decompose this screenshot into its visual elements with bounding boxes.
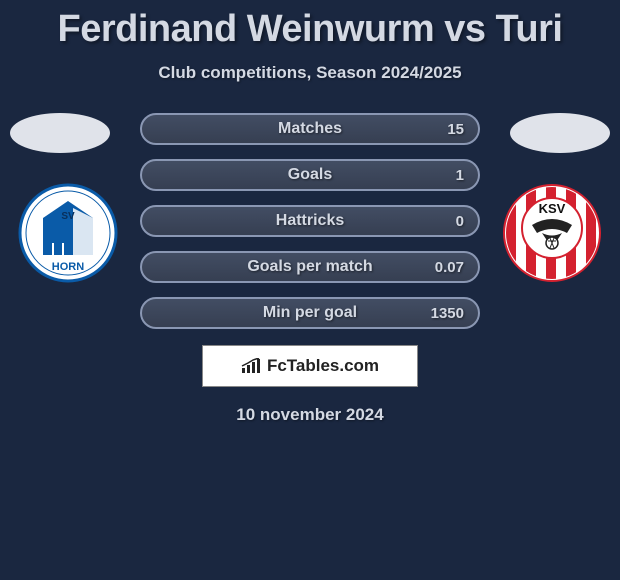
- brand-text: FcTables.com: [267, 356, 379, 376]
- player-avatar-left: [10, 113, 110, 153]
- chart-icon: [241, 358, 261, 374]
- date-text: 10 november 2024: [0, 405, 620, 425]
- stat-label: Goals: [288, 166, 332, 184]
- stat-row-goals-per-match: Goals per match 0.07: [140, 251, 480, 283]
- subtitle: Club competitions, Season 2024/2025: [0, 63, 620, 83]
- svg-text:KSV: KSV: [539, 201, 566, 216]
- svg-text:SV: SV: [61, 211, 75, 222]
- content-area: SV HORN KSV: [0, 113, 620, 425]
- stat-row-hattricks: Hattricks 0: [140, 205, 480, 237]
- stat-right-value: 0.07: [435, 259, 464, 276]
- svg-text:HORN: HORN: [52, 261, 84, 273]
- page-title: Ferdinand Weinwurm vs Turi: [0, 0, 620, 51]
- stat-row-matches: Matches 15: [140, 113, 480, 145]
- stats-list: Matches 15 Goals 1 Hattricks 0 Goals per…: [140, 113, 480, 329]
- stat-label: Min per goal: [263, 304, 357, 322]
- club-logo-left: SV HORN: [18, 183, 118, 283]
- club-logo-right: KSV: [502, 183, 602, 283]
- stat-right-value: 1: [456, 167, 464, 184]
- stat-right-value: 15: [447, 121, 464, 138]
- stat-row-goals: Goals 1: [140, 159, 480, 191]
- stat-label: Hattricks: [276, 212, 344, 230]
- player-avatar-right: [510, 113, 610, 153]
- stat-right-value: 1350: [431, 305, 464, 322]
- brand-badge: FcTables.com: [202, 345, 418, 387]
- stat-label: Goals per match: [247, 258, 372, 276]
- stat-label: Matches: [278, 120, 342, 138]
- stat-row-min-per-goal: Min per goal 1350: [140, 297, 480, 329]
- stat-right-value: 0: [456, 213, 464, 230]
